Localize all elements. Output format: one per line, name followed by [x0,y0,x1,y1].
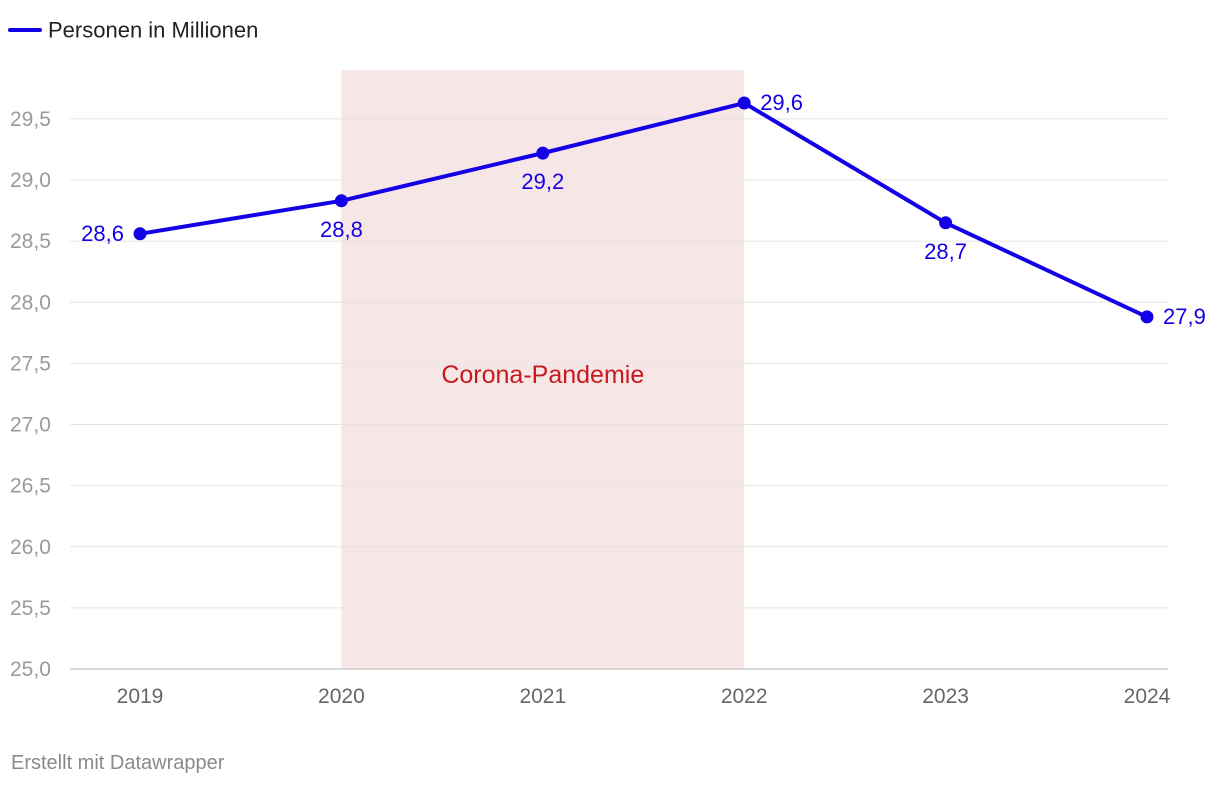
band-layer: Corona-Pandemie [341,70,745,669]
y-tick-label: 28,0 [10,291,51,314]
x-axis: 2019 2020 2021 2022 2023 2024 [117,685,1171,708]
data-point [939,216,953,230]
band-label: Corona-Pandemie [441,361,644,389]
data-point [133,227,147,241]
legend-label: Personen in Millionen [48,18,258,43]
y-axis: 25,0 25,5 26,0 26,5 27,0 27,5 28,0 28,5 29,0 29,5 [10,108,51,681]
data-label: 28,8 [320,217,363,242]
x-tick-label: 2019 [117,685,164,708]
x-tick-label: 2020 [318,685,365,708]
y-tick-label: 26,0 [10,536,51,559]
y-tick-label: 29,0 [10,169,51,192]
credit-text: Erstellt mit Datawrapper [11,752,225,774]
x-tick-label: 2021 [519,685,566,708]
legend: Personen in Millionen [8,18,258,43]
series-line [138,101,1149,319]
data-labels: 28,6 28,8 29,2 29,6 28,7 27,9 [81,90,1206,329]
y-tick-label: 26,5 [10,475,51,498]
grid-layer [70,118,1168,670]
y-tick-label: 27,0 [10,414,51,437]
y-tick-label: 25,5 [10,597,51,620]
y-tick-label: 27,5 [10,352,51,375]
data-label: 27,9 [1163,304,1206,329]
y-tick-label: 28,5 [10,230,51,253]
data-point [536,146,550,160]
data-label: 28,7 [924,239,967,264]
band-area [341,70,745,669]
y-tick-label: 25,0 [10,658,51,681]
x-tick-label: 2022 [721,685,768,708]
data-point [1140,310,1154,324]
y-tick-label: 29,5 [10,108,51,131]
x-tick-label: 2024 [1124,685,1171,708]
data-label: 29,2 [521,169,564,194]
data-point [334,194,348,208]
data-label: 28,6 [81,221,124,246]
x-tick-label: 2023 [922,685,969,708]
data-point [737,96,751,110]
data-label: 29,6 [760,90,803,115]
series-layer [133,96,1154,324]
